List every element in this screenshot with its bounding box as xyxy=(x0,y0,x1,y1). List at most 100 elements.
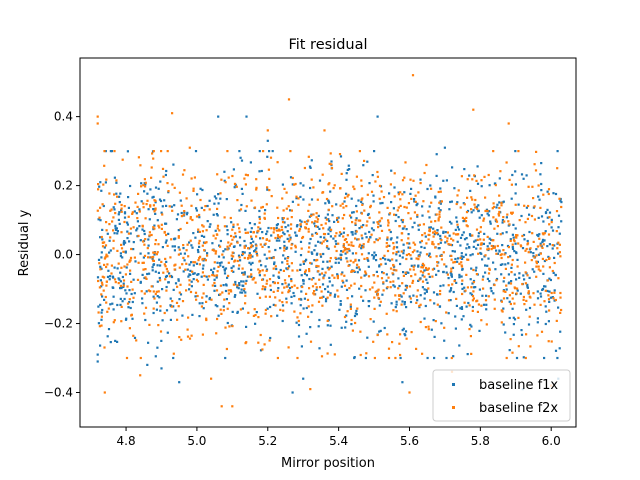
data-point xyxy=(315,264,318,268)
data-point xyxy=(401,329,404,332)
data-point xyxy=(376,292,379,295)
data-point xyxy=(328,162,331,165)
data-point xyxy=(294,182,297,186)
data-point xyxy=(354,219,357,222)
data-point xyxy=(556,150,559,153)
data-point xyxy=(116,232,119,235)
data-point xyxy=(558,243,561,246)
data-point xyxy=(411,251,414,254)
data-point xyxy=(361,203,364,206)
data-point xyxy=(290,295,293,298)
data-point xyxy=(240,187,243,190)
data-point xyxy=(287,205,290,208)
data-point xyxy=(501,219,504,222)
data-point xyxy=(490,290,493,293)
data-point xyxy=(433,335,436,338)
data-point xyxy=(463,238,467,241)
data-point xyxy=(404,330,408,333)
data-point xyxy=(272,267,275,270)
data-point xyxy=(293,183,296,186)
data-point xyxy=(206,204,209,208)
data-point xyxy=(555,230,558,233)
data-point xyxy=(550,226,553,229)
data-point xyxy=(113,176,116,179)
data-point xyxy=(391,341,394,344)
data-point xyxy=(468,328,471,331)
data-point xyxy=(322,252,325,256)
data-point xyxy=(248,222,252,225)
data-point xyxy=(197,230,200,233)
data-point xyxy=(366,257,369,260)
data-point xyxy=(536,317,539,320)
data-point xyxy=(379,257,382,261)
data-point xyxy=(329,257,332,260)
data-point xyxy=(439,289,442,293)
data-point xyxy=(156,219,159,222)
data-point xyxy=(509,255,512,258)
data-point xyxy=(296,286,299,290)
data-point xyxy=(210,268,213,271)
data-point xyxy=(259,270,262,273)
data-point xyxy=(315,212,318,215)
data-point xyxy=(451,266,455,269)
data-point xyxy=(206,254,209,257)
data-point xyxy=(172,356,175,360)
data-point xyxy=(522,356,525,359)
data-point xyxy=(281,291,284,294)
data-point xyxy=(165,169,168,173)
data-point xyxy=(268,295,271,298)
data-point xyxy=(485,294,488,297)
data-point xyxy=(222,305,225,308)
data-point xyxy=(493,245,496,248)
data-point xyxy=(298,298,301,301)
data-point xyxy=(308,277,311,281)
data-point xyxy=(246,275,249,278)
data-point xyxy=(292,291,295,295)
data-point xyxy=(305,222,308,226)
data-point xyxy=(268,250,271,253)
data-point xyxy=(519,292,522,295)
data-point xyxy=(279,247,282,250)
data-point xyxy=(152,295,155,298)
data-point xyxy=(269,156,273,159)
data-point xyxy=(541,257,544,260)
data-point xyxy=(462,220,465,223)
data-point xyxy=(407,202,410,205)
legend-label-f2x: baseline f2x xyxy=(479,401,558,416)
data-point xyxy=(172,288,175,291)
data-point xyxy=(159,199,163,203)
data-point xyxy=(162,175,165,178)
data-point xyxy=(159,309,162,312)
data-point xyxy=(372,255,376,258)
data-point xyxy=(386,286,389,289)
data-point xyxy=(168,275,171,278)
data-point xyxy=(158,226,161,229)
data-point xyxy=(180,204,183,207)
data-point xyxy=(96,209,99,212)
data-point xyxy=(208,275,211,278)
data-point xyxy=(461,257,464,260)
data-point xyxy=(327,228,330,231)
data-point xyxy=(401,300,404,303)
data-point xyxy=(416,202,419,205)
data-point xyxy=(113,278,117,281)
data-point xyxy=(261,245,264,248)
data-point xyxy=(418,223,421,226)
data-point xyxy=(258,170,261,173)
data-point xyxy=(284,282,287,285)
data-point xyxy=(366,258,369,261)
data-point xyxy=(480,242,483,245)
data-point xyxy=(547,192,550,196)
data-point xyxy=(432,231,435,234)
data-point xyxy=(368,216,371,219)
data-point xyxy=(123,220,126,224)
data-point xyxy=(433,356,436,360)
data-point xyxy=(558,197,561,200)
data-point xyxy=(474,206,477,209)
data-point xyxy=(502,249,505,252)
data-point xyxy=(183,211,186,214)
data-point xyxy=(469,278,472,281)
data-point xyxy=(213,281,216,285)
data-point xyxy=(355,210,358,213)
data-point xyxy=(120,207,123,210)
